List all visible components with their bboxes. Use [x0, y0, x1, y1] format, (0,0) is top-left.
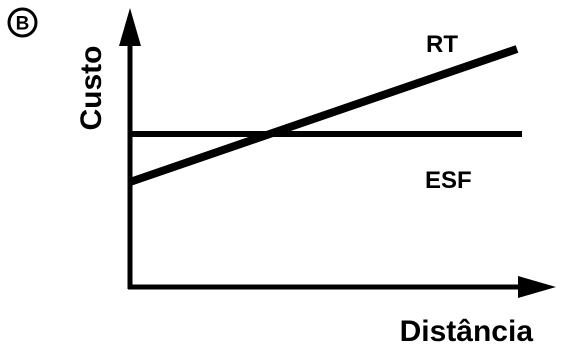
x-axis-arrowhead — [518, 276, 556, 298]
panel-badge: B — [7, 7, 38, 38]
rt-label: RT — [426, 31, 458, 58]
esf-label: ESF — [425, 167, 472, 194]
rt-line — [128, 45, 519, 186]
y-axis — [119, 8, 141, 289]
y-axis-title: Custo — [75, 46, 108, 131]
panel-badge-circle — [7, 7, 38, 38]
x-axis — [128, 276, 556, 298]
x-axis-title: Distância — [400, 315, 534, 347]
panel-badge-letter: B — [16, 14, 30, 35]
y-axis-arrowhead — [119, 8, 141, 46]
